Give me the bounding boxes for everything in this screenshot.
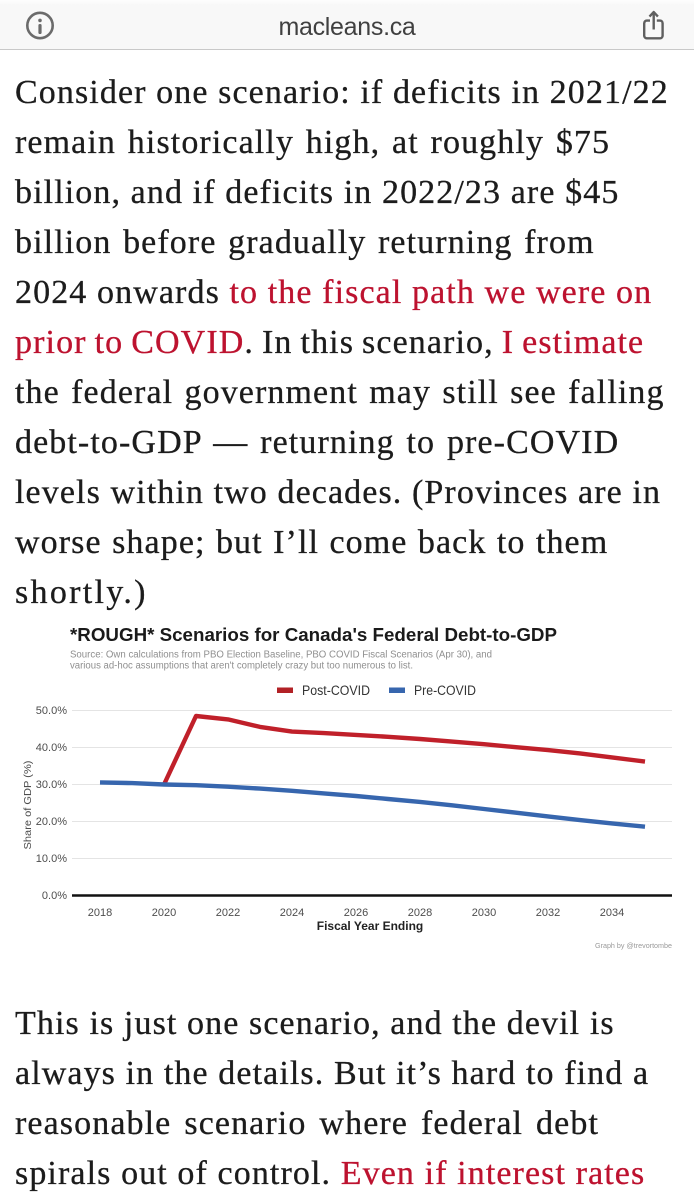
svg-text:2024: 2024 <box>280 907 304 919</box>
svg-text:Graph by @trevortombe: Graph by @trevortombe <box>595 941 672 950</box>
svg-text:2030: 2030 <box>472 907 496 919</box>
svg-text:2028: 2028 <box>408 907 432 919</box>
svg-text:2018: 2018 <box>88 907 112 919</box>
svg-text:Share of GDP (%): Share of GDP (%) <box>22 761 34 850</box>
svg-text:0.0%: 0.0% <box>42 890 67 902</box>
svg-text:2034: 2034 <box>600 907 624 919</box>
svg-text:2032: 2032 <box>536 907 560 919</box>
svg-text:50.0%: 50.0% <box>36 705 67 717</box>
svg-text:20.0%: 20.0% <box>36 816 67 828</box>
svg-text:2020: 2020 <box>152 907 176 919</box>
svg-text:Source: Own calculations from: Source: Own calculations from PBO Electi… <box>70 650 492 661</box>
svg-text:Post-COVID: Post-COVID <box>302 683 370 698</box>
svg-text:30.0%: 30.0% <box>36 779 67 791</box>
svg-text:2026: 2026 <box>344 907 368 919</box>
svg-text:*ROUGH* Scenarios for Canada's: *ROUGH* Scenarios for Canada's Federal D… <box>70 625 557 645</box>
svg-text:Fiscal Year Ending: Fiscal Year Ending <box>317 919 424 933</box>
svg-text:various ad-hoc assumptions tha: various ad-hoc assumptions that aren't c… <box>70 661 413 672</box>
svg-text:Pre-COVID: Pre-COVID <box>414 683 476 698</box>
svg-text:2022: 2022 <box>216 907 240 919</box>
svg-text:40.0%: 40.0% <box>36 742 67 754</box>
svg-text:10.0%: 10.0% <box>36 853 67 865</box>
